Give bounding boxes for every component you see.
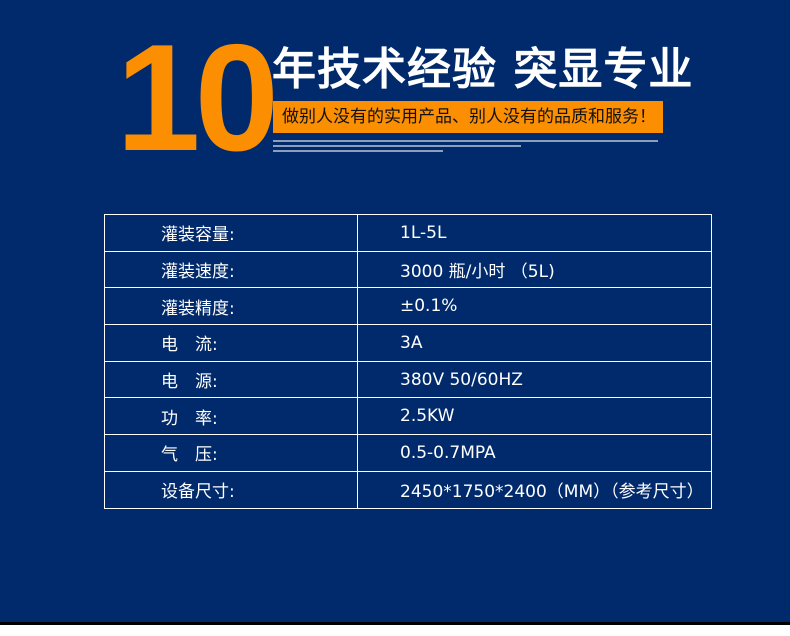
spec-value: 380V 50/60HZ bbox=[357, 360, 712, 399]
spec-value: ±0.1% bbox=[357, 287, 712, 326]
spec-label: 电 流: bbox=[104, 324, 358, 362]
spec-row: 灌装容量: 1L-5L bbox=[104, 214, 712, 252]
spec-row: 电 源: 380V 50/60HZ bbox=[104, 360, 712, 399]
spec-label: 气 压: bbox=[104, 434, 358, 472]
big-number: 10 bbox=[116, 13, 279, 183]
spec-label: 设备尺寸: bbox=[104, 470, 358, 509]
decorative-fine-text bbox=[273, 140, 658, 142]
decorative-fine-text bbox=[273, 145, 521, 147]
spec-label: 灌装精度: bbox=[104, 287, 358, 326]
spec-label: 灌装容量: bbox=[104, 214, 358, 252]
spec-value: 0.5-0.7MPA bbox=[357, 434, 712, 472]
headline: 年技术经验 突显专业 bbox=[272, 44, 694, 95]
slogan-banner: 做别人没有的实用产品、别人没有的品质和服务！ bbox=[273, 101, 663, 133]
spec-value: 2.5KW bbox=[357, 397, 712, 436]
spec-value: 1L-5L bbox=[357, 214, 712, 252]
spec-value: 2450*1750*2400（MM）（参考尺寸） bbox=[357, 470, 712, 509]
decorative-fine-text bbox=[273, 150, 443, 152]
spec-label: 灌装速度: bbox=[104, 250, 358, 289]
spec-row: 灌装精度: ±0.1% bbox=[104, 287, 712, 326]
spec-row: 气 压: 0.5-0.7MPA bbox=[104, 434, 712, 472]
spec-table: 灌装容量: 1L-5L 灌装速度: 3000 瓶/小时 （5L) 灌装精度: ±0.1% 电… bbox=[104, 214, 712, 509]
spec-row: 电 流: 3A bbox=[104, 324, 712, 362]
bottom-divider bbox=[0, 622, 790, 625]
spec-label: 电 源: bbox=[104, 360, 358, 399]
spec-row: 功 率: 2.5KW bbox=[104, 397, 712, 436]
spec-value: 3000 瓶/小时 （5L) bbox=[357, 250, 712, 289]
spec-value: 3A bbox=[357, 324, 712, 362]
spec-row: 灌装速度: 3000 瓶/小时 （5L) bbox=[104, 250, 712, 289]
spec-label: 功 率: bbox=[104, 397, 358, 436]
spec-row: 设备尺寸: 2450*1750*2400（MM）（参考尺寸） bbox=[104, 470, 712, 509]
